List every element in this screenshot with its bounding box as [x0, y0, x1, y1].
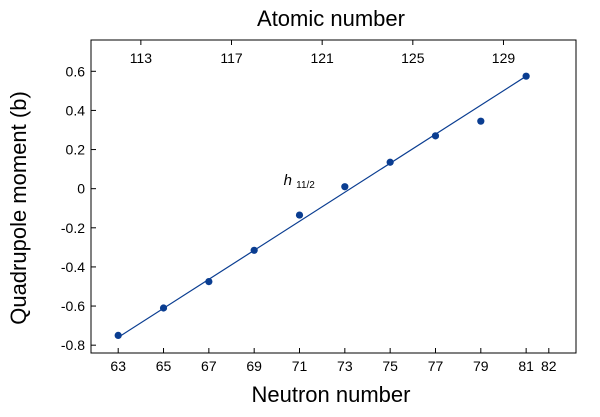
y-tick-label-0: 0 — [77, 181, 85, 197]
data-point-n79 — [477, 117, 485, 125]
x-tick-label-77: 77 — [428, 358, 444, 374]
data-point-n75 — [386, 158, 394, 166]
y-tick-label-0.2: 0.2 — [66, 142, 86, 158]
x2-tick-label-117: 117 — [220, 50, 243, 66]
data-point-n67 — [205, 277, 213, 286]
x2-tick-label-113: 113 — [130, 50, 153, 66]
fit-line — [117, 75, 527, 338]
x-tick-label-79: 79 — [473, 358, 489, 374]
x2-axis-title: Atomic number — [257, 6, 405, 31]
plot-area: 63 65 67 69 71 73 75 77 79 81 82 113 117 121 125 129 -0.… — [61, 39, 577, 374]
x-tick-label-71: 71 — [292, 358, 308, 374]
y-tick-label--0.6: -0.6 — [61, 298, 85, 314]
data-point-n81 — [522, 72, 530, 80]
x-tick-label-82: 82 — [541, 358, 557, 374]
x-tick-label-65: 65 — [156, 358, 172, 374]
data-point-n73 — [341, 183, 349, 191]
data-point-n65 — [159, 304, 168, 312]
data-point-n77 — [431, 132, 440, 140]
x-tick-label-73: 73 — [337, 358, 353, 374]
x-tick-label-67: 67 — [201, 358, 217, 374]
y-axis-title: Quadrupole moment (b) — [6, 91, 31, 325]
x-tick-label-63: 63 — [110, 358, 126, 374]
y-tick-label--0.8: -0.8 — [61, 337, 85, 353]
data-point-n71 — [295, 211, 304, 219]
x-tick-label-69: 69 — [246, 358, 262, 374]
y-tick-label--0.2: -0.2 — [61, 220, 85, 236]
annotation-h11-2: h 11/2 — [284, 172, 316, 191]
annotation-base: h — [284, 172, 292, 189]
x-tick-label-75: 75 — [382, 358, 398, 374]
y-tick-label-0.6: 0.6 — [66, 63, 86, 79]
annotation-sub: 11/2 — [296, 180, 315, 191]
x-axis-title: Neutron number — [252, 382, 411, 407]
data-point-n69 — [250, 246, 258, 254]
x2-tick-label-125: 125 — [401, 50, 425, 66]
y-tick-label--0.4: -0.4 — [61, 259, 85, 275]
plot-frame — [90, 39, 577, 354]
x2-tick-label-121: 121 — [310, 50, 334, 66]
data-point-n63 — [114, 331, 122, 339]
x2-tick-label-129: 129 — [492, 50, 516, 66]
x-tick-label-81: 81 — [518, 358, 534, 374]
y-tick-label-0.4: 0.4 — [66, 102, 86, 118]
